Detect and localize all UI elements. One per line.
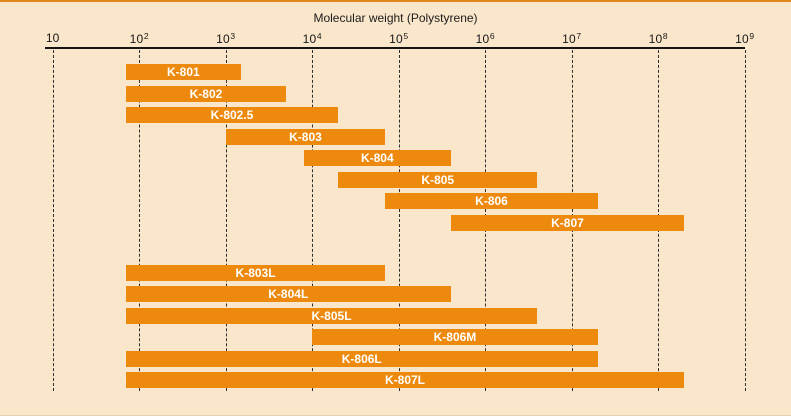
bar-k-803: K-803 [225, 128, 386, 145]
x-tick-exponent: 6 [489, 31, 495, 41]
bar-label: K-804 [360, 151, 394, 166]
bar-label: K-807 [551, 215, 584, 230]
axis-gridline [744, 50, 746, 391]
x-tick-exponent: 5 [403, 31, 409, 41]
bar-k-802: K-802 [125, 85, 287, 102]
bar-label: K-803L [235, 265, 276, 280]
bar-label: K-807L [385, 373, 426, 388]
x-tick-exponent: 4 [316, 31, 322, 41]
bar-k-806m: K-806M [312, 329, 598, 346]
bar-label: K-804L [268, 287, 309, 302]
bar-k-802-5: K-802.5 [125, 107, 339, 124]
bar-label: K-806 [475, 194, 508, 209]
x-tick-exponent: 7 [576, 31, 582, 41]
x-tick-label-10e2: 102 [129, 31, 149, 46]
bar-label: K-805L [311, 308, 352, 323]
bar-k-804: K-804 [303, 150, 451, 167]
bar-label: K-806L [341, 351, 382, 366]
x-tick-label-10e7: 107 [562, 31, 582, 46]
axis-gridline [398, 50, 400, 391]
axis-gridline [52, 50, 54, 391]
x-tick-exponent: 2 [143, 31, 149, 41]
bar-k-801: K-801 [125, 64, 241, 80]
x-tick-label-10: 10 [45, 31, 60, 45]
bar-k-807l: K-807L [125, 372, 685, 389]
x-tick-label-10e6: 106 [475, 31, 495, 46]
axis-gridline [225, 50, 227, 391]
bar-k-806: K-806 [385, 193, 598, 210]
bar-k-807: K-807 [450, 214, 685, 231]
x-tick-label-10e5: 105 [389, 31, 409, 46]
bar-label: K-802.5 [210, 108, 254, 123]
x-tick-label-10e3: 103 [216, 31, 236, 46]
bar-label: K-802 [189, 86, 223, 101]
bar-k-804l: K-804L [125, 286, 451, 303]
x-tick-exponent: 8 [662, 31, 668, 41]
bar-k-803l: K-803L [125, 264, 386, 281]
bar-k-805l: K-805L [125, 307, 538, 324]
axis-gridline [312, 50, 314, 391]
x-tick-label-10e4: 104 [302, 31, 322, 46]
chart-title: Molecular weight (Polystyrene) [313, 11, 478, 25]
bar-k-805: K-805 [338, 171, 538, 188]
bar-label: K-803 [289, 129, 322, 144]
bar-label: K-805 [421, 172, 455, 187]
x-tick-label-10e8: 108 [648, 31, 668, 46]
bar-k-806l: K-806L [125, 350, 598, 367]
bar-label: K-801 [167, 65, 200, 79]
x-tick-exponent: 9 [749, 31, 755, 41]
axis-gridline [139, 50, 141, 391]
x-axis-line [45, 47, 745, 49]
x-tick-label-10e9: 109 [735, 31, 755, 46]
bar-label: K-806M [433, 330, 477, 345]
x-tick-exponent: 3 [230, 31, 236, 41]
